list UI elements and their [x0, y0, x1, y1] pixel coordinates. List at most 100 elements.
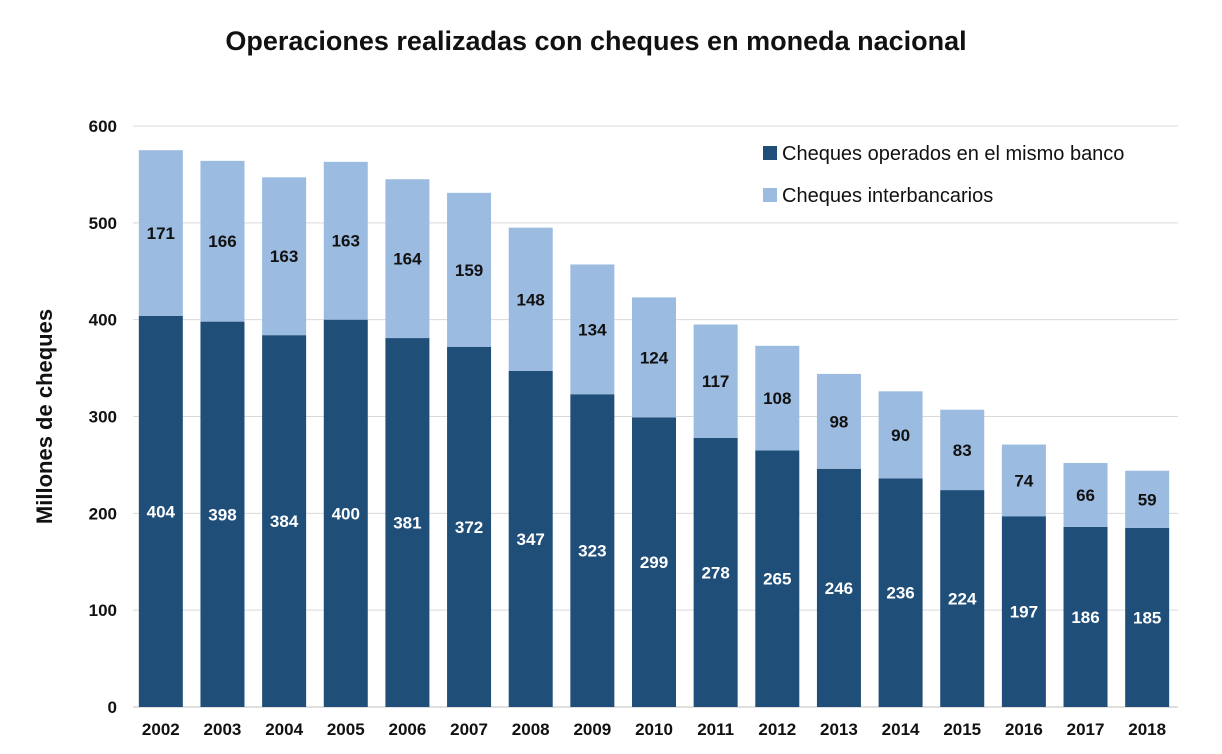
data-label: 124: [640, 348, 669, 367]
bar-segment-interbancarios: [385, 179, 430, 339]
data-label: 197: [1010, 603, 1038, 622]
legend-swatch: [763, 188, 777, 202]
bar-segment-interbancarios: [816, 373, 861, 469]
data-label: 185: [1133, 608, 1161, 627]
bar-segment-interbancarios: [878, 391, 923, 479]
data-label: 171: [147, 224, 175, 243]
data-label: 381: [393, 514, 421, 533]
data-label: 236: [886, 584, 914, 603]
bar-segment-mismo-banco: [447, 346, 492, 707]
data-label: 347: [517, 530, 545, 549]
bar-segment-interbancarios: [940, 409, 985, 491]
bar-segment-interbancarios: [447, 192, 492, 347]
x-tick-label: 2018: [1128, 720, 1166, 739]
bar-segment-interbancarios: [262, 177, 307, 336]
x-tick-label: 2009: [573, 720, 611, 739]
bar-segment-mismo-banco: [385, 338, 430, 707]
bar-segment-interbancarios: [1001, 444, 1046, 517]
bar-segment-interbancarios: [570, 264, 615, 395]
bar-segment-mismo-banco: [816, 468, 861, 707]
x-tick-label: 2016: [1005, 720, 1043, 739]
x-tick-label: 2003: [204, 720, 242, 739]
bar-segment-mismo-banco: [1001, 516, 1046, 707]
y-axis-label: Millones de cheques: [32, 309, 57, 524]
x-tick-label: 2004: [265, 720, 303, 739]
x-tick-label: 2014: [882, 720, 920, 739]
x-tick-label: 2010: [635, 720, 673, 739]
y-tick-label: 100: [89, 601, 117, 620]
x-tick-label: 2012: [758, 720, 796, 739]
bar-segment-mismo-banco: [878, 478, 923, 707]
data-label: 98: [829, 412, 848, 431]
data-label: 384: [270, 512, 299, 531]
bar-segment-mismo-banco: [508, 370, 553, 707]
y-tick-label: 0: [108, 698, 117, 717]
data-label: 164: [393, 250, 422, 269]
bar-segment-mismo-banco: [200, 321, 245, 707]
data-label: 265: [763, 570, 791, 589]
bar-segment-interbancarios: [200, 160, 245, 322]
x-tick-label: 2017: [1067, 720, 1105, 739]
x-tick-label: 2008: [512, 720, 550, 739]
data-label: 108: [763, 389, 791, 408]
y-tick-label: 500: [89, 214, 117, 233]
x-tick-label: 2005: [327, 720, 365, 739]
bar-segment-mismo-banco: [138, 315, 183, 707]
data-label: 148: [517, 290, 545, 309]
data-label: 90: [891, 426, 910, 445]
data-label: 323: [578, 542, 606, 561]
bar-segment-mismo-banco: [632, 417, 676, 707]
data-label: 163: [332, 232, 360, 251]
data-label: 134: [578, 320, 607, 339]
x-tick-label: 2011: [697, 720, 734, 739]
x-tick-label: 2006: [388, 720, 426, 739]
data-label: 59: [1138, 490, 1157, 509]
bar-segment-mismo-banco: [693, 437, 738, 707]
data-label: 117: [702, 372, 729, 391]
x-tick-label: 2013: [820, 720, 858, 739]
bar-segment-interbancarios: [755, 345, 800, 451]
data-label: 246: [825, 579, 853, 598]
bar-segment-interbancarios: [1063, 462, 1108, 527]
bar-segment-mismo-banco: [1125, 527, 1170, 707]
y-tick-label: 400: [89, 311, 117, 330]
x-tick-label: 2002: [142, 720, 180, 739]
data-label: 159: [455, 261, 483, 280]
bar-segment-mismo-banco: [262, 335, 307, 707]
legend-entry: Cheques operados en el mismo banco: [782, 143, 1124, 165]
data-label: 83: [953, 441, 972, 460]
bar-segment-mismo-banco: [1063, 526, 1108, 707]
data-label: 400: [332, 504, 360, 523]
bar-segment-mismo-banco: [940, 490, 985, 707]
data-label: 299: [640, 553, 668, 572]
data-label: 278: [701, 563, 729, 582]
data-label: 372: [455, 518, 483, 537]
data-label: 398: [208, 505, 236, 524]
data-label: 66: [1076, 486, 1095, 505]
data-label: 163: [270, 247, 298, 266]
bar-segment-interbancarios: [323, 161, 368, 320]
bar-segment-interbancarios: [632, 297, 676, 418]
y-tick-label: 600: [89, 117, 117, 136]
y-tick-label: 300: [89, 408, 117, 427]
bar-segment-mismo-banco: [570, 394, 615, 707]
data-label: 166: [208, 232, 236, 251]
bar-segment-interbancarios: [138, 150, 183, 316]
data-label: 404: [147, 502, 176, 521]
data-label: 186: [1071, 608, 1099, 627]
data-label: 224: [948, 590, 977, 609]
x-tick-label: 2015: [943, 720, 981, 739]
bar-segment-interbancarios: [1125, 470, 1170, 528]
bar-segment-interbancarios: [693, 324, 738, 438]
bar-segment-interbancarios: [508, 227, 553, 371]
bar-segment-mismo-banco: [323, 319, 368, 707]
x-tick-label: 2007: [450, 720, 488, 739]
bar-segment-mismo-banco: [755, 450, 800, 707]
data-label: 74: [1014, 471, 1033, 490]
chart-title: Operaciones realizadas con cheques en mo…: [225, 26, 967, 56]
y-tick-label: 200: [89, 504, 117, 523]
legend-swatch: [763, 146, 777, 160]
legend-entry: Cheques interbancarios: [782, 185, 993, 207]
